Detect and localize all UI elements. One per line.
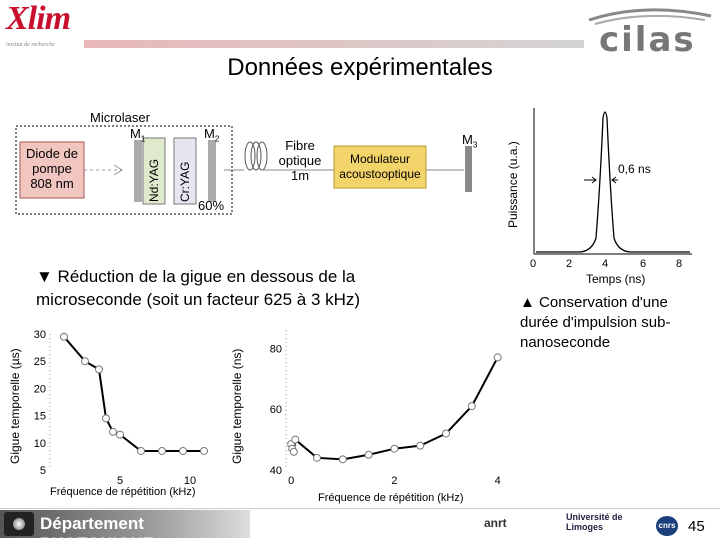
pulse-tick-8: 8 <box>676 258 683 270</box>
pulse-caption: ▲ Conservation d'une durée d'impulsion su… <box>520 294 671 351</box>
mirror-m2 <box>208 140 216 202</box>
pulse-tick-6: 6 <box>640 258 647 270</box>
chart1-ytick: 5 <box>40 465 46 477</box>
chart2-data-point <box>291 435 300 444</box>
output-coupler-percent: 60% <box>198 198 225 213</box>
cnrs-logo: cnrs <box>656 516 678 536</box>
fibre-label: Fibre optique 1m <box>278 138 322 183</box>
chart1-data-point <box>109 427 117 436</box>
chart1-xtick: 10 <box>184 475 196 487</box>
chart1-xtick: 5 <box>117 475 123 487</box>
chart1-data-point <box>95 365 103 374</box>
anrt-logo: anrt <box>484 516 507 530</box>
chart2-data-point <box>390 444 399 453</box>
cilas-logo-text: cilas <box>599 20 696 60</box>
chart2-data-point <box>338 455 347 464</box>
chart2-xlabel: Fréquence de répétition (kHz) <box>318 492 464 504</box>
chart1-data-point <box>81 357 89 366</box>
cilas-swoosh-icon <box>588 8 712 25</box>
chart2-data-point <box>416 441 425 450</box>
pulse-tick-4: 4 <box>602 258 609 270</box>
department-name: Département PHOTONIQUE <box>40 514 154 553</box>
mirror-m3 <box>465 146 472 192</box>
chart2-xtick: 4 <box>495 475 501 487</box>
pulse-curve <box>536 111 690 253</box>
chart1-ytick: 20 <box>34 383 46 395</box>
modulator-label: Modulateur acoustooptique <box>339 152 421 181</box>
limoges-logo: Université de Limoges <box>566 512 623 532</box>
header-band <box>84 40 584 48</box>
ndyag-label: Nd:YAG <box>147 158 161 202</box>
chart1-data-point <box>200 446 208 455</box>
chart2-ytick: 80 <box>270 343 282 355</box>
chart2-data-point <box>493 353 502 362</box>
pulse-width-annotation: 0,6 ns <box>618 162 651 176</box>
pump-diode-label: Diode de pompe 808 nm <box>25 146 79 191</box>
chart2-ytick: 60 <box>270 404 282 416</box>
m2-label: M2 <box>204 126 220 144</box>
chart1-data-point <box>137 446 145 455</box>
jitter-chart-us: 30 25 20 15 10 5 5 10 Gigue temporelle (µs) Fré… <box>6 322 236 502</box>
chart1-xlabel: Fréquence de répétition (kHz) <box>50 486 196 498</box>
pump-diode-box <box>19 141 85 199</box>
chart1-data-point <box>179 446 187 455</box>
chart1-data-point <box>60 332 68 341</box>
chart2-data-point <box>467 402 476 411</box>
chart1-data-point <box>158 446 166 455</box>
m3-label: M3 <box>462 132 478 150</box>
chart2-series-line <box>290 356 499 461</box>
chart2-data-point <box>442 429 451 438</box>
cryag-label: Cr:YAG <box>178 161 192 202</box>
cilas-logo: cilas <box>585 6 715 60</box>
chart2-xtick: 0 <box>288 475 294 487</box>
chart2-data-point <box>364 450 373 459</box>
chart1-ylabel: Gigue temporelle (µs) <box>8 348 22 464</box>
chart1-data-point <box>102 414 110 423</box>
jitter-caption: ▼ Réduction de la gigue en dessous de la… <box>36 267 361 309</box>
pulse-ylabel: Puissance (u.a.) <box>506 141 520 228</box>
setup-diagram: Microlaser M1 M2 M3 Diode de pompe 808 nm … <box>14 108 484 218</box>
pulse-tick-2: 2 <box>566 258 573 270</box>
jitter-chart-ns: 80 60 40 0 2 4 Gigue temporelle (ns) Fréquenc… <box>228 322 518 508</box>
mirror-m1 <box>134 140 142 202</box>
chart2-xtick: 2 <box>391 475 397 487</box>
chart2-data-point <box>312 453 321 462</box>
pulse-tick-0: 0 <box>530 258 537 270</box>
chart1-ytick: 25 <box>34 356 46 368</box>
chart2-ytick: 40 <box>270 465 282 477</box>
m1-label: M1 <box>130 126 146 144</box>
modulator-box <box>333 145 427 189</box>
page-number: 45 <box>688 518 705 535</box>
slide-title: Données expérimentales <box>227 54 493 81</box>
microlaser-label: Microlaser <box>90 110 150 125</box>
xlim-logo-text: Xlim <box>6 0 71 37</box>
pulse-xlabel: Temps (ns) <box>586 272 646 286</box>
chart1-ytick: 10 <box>34 438 46 450</box>
cryag-crystal <box>173 137 197 205</box>
chart1-ytick: 30 <box>34 329 46 341</box>
chart2-data-point <box>289 447 298 456</box>
chart2-ylabel: Gigue temporelle (ns) <box>230 348 244 464</box>
pulse-plot: 0,6 ns Puissance (u.a.) 0 2 4 6 8 Temps … <box>500 98 715 288</box>
chart1-ytick: 15 <box>34 411 46 423</box>
photonique-icon <box>4 512 34 536</box>
department-banner: Département PHOTONIQUE <box>0 510 250 553</box>
chart1-series-line <box>63 336 204 452</box>
chart1-data-point <box>116 430 124 439</box>
xlim-logo-subtitle: institut de recherche <box>6 42 55 48</box>
xlim-logo: Xlim institut de recherche <box>4 0 84 48</box>
ndyag-crystal <box>142 137 166 205</box>
